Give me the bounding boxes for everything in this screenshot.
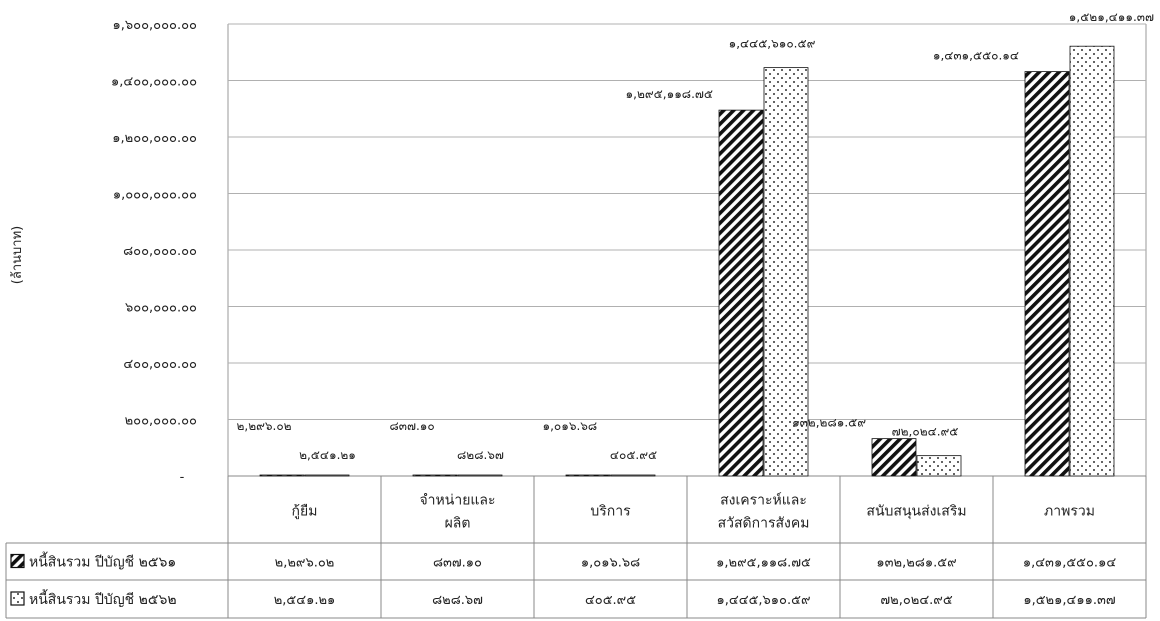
data-label-s1: ๑๓๒,๒๘๑.๕๙: [792, 416, 866, 430]
bar-s1: [259, 474, 305, 477]
category-label: ผลิต: [445, 516, 471, 532]
bar-s2: [916, 455, 962, 477]
legend-label: หนี้สินรวม ปีบัญชี ๒๕๖๑: [29, 552, 176, 571]
bar-s1: [1024, 71, 1070, 477]
table-cell: ๔๐๕.๙๕: [585, 593, 636, 608]
data-label-s1: ๑,๔๓๑,๕๕๐.๑๔: [933, 49, 1019, 63]
y-tick-label: ๘๐๐,๐๐๐.๐๐: [123, 244, 197, 259]
category-label: ภาพรวม: [1044, 504, 1095, 520]
y-tick-label: ๑,๖๐๐,๐๐๐.๐๐: [113, 18, 198, 33]
category-label: กู้ยืม: [292, 504, 318, 520]
bar-s1: [565, 474, 611, 477]
y-axis-label: (ล้านบาท): [10, 226, 25, 284]
data-label-s2: ๑,๕๒๑,๔๑๑.๓๗: [1069, 10, 1154, 24]
bar-s2: [610, 474, 656, 477]
bar-s1: [718, 109, 764, 477]
bar-s1: [871, 438, 917, 477]
bar-s2: [304, 474, 350, 477]
data-label-s2: ๔๐๕.๙๕: [610, 448, 657, 462]
bar-s2: [763, 67, 809, 477]
table-cell: ๒,๒๙๖.๐๒: [275, 556, 335, 571]
data-label-s1: ๑,๒๙๕,๑๑๘.๗๕: [626, 87, 713, 101]
y-tick-label: ๔๐๐,๐๐๐.๐๐: [123, 357, 197, 372]
y-tick-label: ๑,๔๐๐,๐๐๐.๐๐: [111, 75, 197, 90]
data-label-s2: ๒,๕๔๑.๒๑: [299, 448, 356, 462]
table-cell: ๑,๔๔๕,๖๑๐.๕๙: [717, 593, 811, 608]
table-cell: ๑,๔๓๑,๕๕๐.๑๔: [1023, 556, 1116, 571]
legend-swatch-s2: [10, 591, 25, 606]
table-cell: ๑,๕๒๑,๔๑๑.๓๗: [1023, 593, 1115, 608]
table-cell: ๗๒,๐๒๔.๙๕: [880, 593, 952, 608]
bar-s1: [412, 474, 458, 477]
bar-s2: [457, 474, 503, 477]
category-label: จำหน่ายและ: [419, 493, 495, 509]
data-label-s2: ๑,๔๔๕,๖๑๐.๕๙: [729, 37, 816, 51]
y-tick-label: ๑,๒๐๐,๐๐๐.๐๐: [112, 131, 197, 146]
y-tick-label: ๑,๐๐๐,๐๐๐.๐๐: [113, 188, 197, 203]
category-label: สงเคราะห์และ: [720, 492, 807, 509]
data-label-s1: ๒,๒๙๖.๐๒: [237, 419, 292, 433]
table-cell: ๑,๐๑๖.๖๘: [581, 556, 640, 571]
category-label: บริการ: [590, 504, 631, 520]
legend-label: หนี้สินรวม ปีบัญชี ๒๕๖๒: [29, 589, 177, 608]
table-cell: ๘๓๗.๑๐: [433, 556, 482, 571]
legend-swatch-s1: [10, 553, 25, 569]
data-label-s1: ๑,๐๑๖.๖๘: [543, 419, 598, 433]
table-cell: ๒,๕๔๑.๒๑: [274, 593, 336, 608]
table-cell: ๘๒๘.๖๗: [432, 593, 483, 608]
y-tick-label: ๒๐๐,๐๐๐.๐๐: [125, 414, 197, 429]
data-label-s2: ๘๒๘.๖๗: [457, 448, 504, 462]
data-label-s1: ๘๓๗.๑๐: [390, 419, 435, 433]
y-tick-label: -: [180, 470, 185, 485]
y-tick-label: ๖๐๐,๐๐๐.๐๐: [125, 301, 197, 316]
table-cell: ๑,๒๙๕,๑๑๘.๗๕: [716, 556, 811, 571]
bar-s2: [1069, 45, 1115, 477]
table-cell: ๑๓๒,๒๘๑.๕๙: [876, 556, 956, 571]
category-label: สวัสดิการสังคม: [718, 516, 810, 532]
data-label-s2: ๗๒,๐๒๔.๙๕: [892, 425, 959, 439]
category-label: สนับสนุนส่งเสริม: [866, 504, 966, 520]
